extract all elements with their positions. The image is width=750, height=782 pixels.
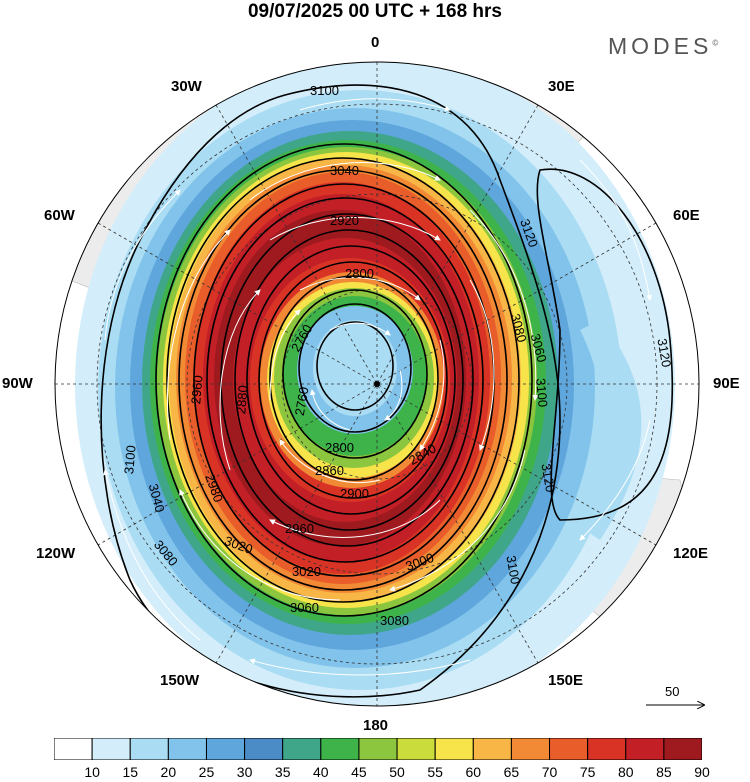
contour-label: 2800 — [325, 440, 354, 455]
colorbar-cell — [320, 738, 360, 760]
contour-label: 2860 — [315, 463, 344, 478]
contour-label: 3120 — [654, 337, 674, 368]
colorbar-cell — [167, 738, 207, 760]
colorbar-cell — [472, 738, 512, 760]
lon-label-150w: 150W — [160, 672, 200, 689]
reference-vector-label: 50 — [665, 684, 680, 699]
colorbar-cell — [282, 738, 322, 760]
colorbar-tick-label: 70 — [541, 764, 558, 780]
contour-label: 3120 — [538, 462, 558, 493]
contour-label: 3100 — [310, 83, 339, 98]
colorbar-tick-label: 65 — [503, 764, 520, 780]
colorbar-cell — [91, 738, 131, 760]
colorbar-cell — [587, 738, 627, 760]
contour-label: 3020 — [292, 564, 321, 579]
brand-name: MODES — [608, 33, 713, 59]
colorbar-cell — [510, 738, 551, 760]
colorbar-cell — [129, 738, 169, 760]
colorbar-tick-label: 75 — [579, 764, 596, 780]
contour-label: 3100 — [533, 378, 550, 408]
colorbar-tick-label: 45 — [351, 764, 367, 780]
colorbar-tick-label: 55 — [427, 764, 443, 780]
wind-speed-shading — [55, 62, 699, 706]
colorbar-tick-label: 30 — [236, 764, 253, 780]
lon-label-120w: 120W — [36, 545, 76, 562]
colorbar-tick-label: 40 — [313, 764, 329, 780]
contour-label: 3060 — [528, 332, 550, 364]
colorbar-tick-label: 35 — [274, 764, 291, 780]
colorbar-tick-label: 20 — [160, 764, 177, 780]
contour-label: 3080 — [508, 312, 530, 344]
map-title: 09/07/2025 00 UTC + 168 hrs — [247, 1, 503, 22]
lon-label-60w: 60W — [44, 207, 75, 224]
wind-streamlines — [103, 98, 653, 676]
lon-label-90w: 90W — [2, 375, 33, 392]
contour-label: 2960 — [188, 375, 205, 405]
colorbar-tick-label: 15 — [122, 764, 139, 780]
map-boundary — [54, 61, 700, 707]
south-pole-marker — [374, 381, 380, 387]
colorbar-tick-label: 50 — [389, 764, 405, 780]
lon-label-30e: 30E — [548, 78, 575, 95]
lon-label-60e: 60E — [673, 207, 700, 224]
lon-label-90e: 90E — [713, 375, 740, 392]
colorbar-cell — [54, 738, 93, 760]
lon-label-150e: 150E — [548, 672, 584, 689]
colorbar-cell — [625, 738, 665, 760]
colorbar-cell — [396, 738, 436, 760]
colorbar-tick-label: 60 — [465, 764, 482, 780]
colorbar-tick-label: 25 — [198, 764, 215, 780]
colorbar-cell — [434, 738, 474, 760]
modes-logo: MODES© — [608, 33, 718, 60]
height-contours — [100, 84, 674, 698]
colorbar-cell — [205, 738, 246, 760]
colorbar-cell — [358, 738, 398, 760]
colorbar — [54, 738, 702, 760]
contour-label: 2920 — [330, 213, 359, 228]
lon-label-30w: 30W — [171, 78, 202, 95]
colorbar-tick-label: 80 — [617, 764, 634, 780]
brand-mark: © — [712, 38, 719, 48]
colorbar-cell — [244, 738, 284, 760]
contour-label: 3040 — [330, 163, 359, 178]
contour-label: 2760 — [292, 386, 312, 417]
contour-label: 2880 — [233, 385, 250, 415]
lon-label-180: 180 — [363, 717, 389, 734]
contour-label: 2900 — [340, 486, 369, 501]
colorbar-tick-label: 90 — [694, 764, 710, 780]
contour-label: 2960 — [285, 521, 314, 536]
contour-label: 3080 — [380, 613, 409, 628]
colorbar-cell — [663, 738, 702, 760]
contour-label: 3040 — [146, 482, 168, 514]
contour-label: 3100 — [121, 445, 138, 475]
lon-label-0: 0 — [371, 34, 380, 51]
colorbar-cell — [549, 738, 589, 760]
lon-label-120e: 120E — [673, 545, 709, 562]
contour-label: 2800 — [345, 266, 374, 281]
colorbar-tick-label: 10 — [84, 764, 100, 780]
contour-label: 3060 — [290, 600, 319, 615]
colorbar-tick-label: 85 — [656, 764, 672, 780]
contour-label: 3100 — [503, 554, 523, 585]
